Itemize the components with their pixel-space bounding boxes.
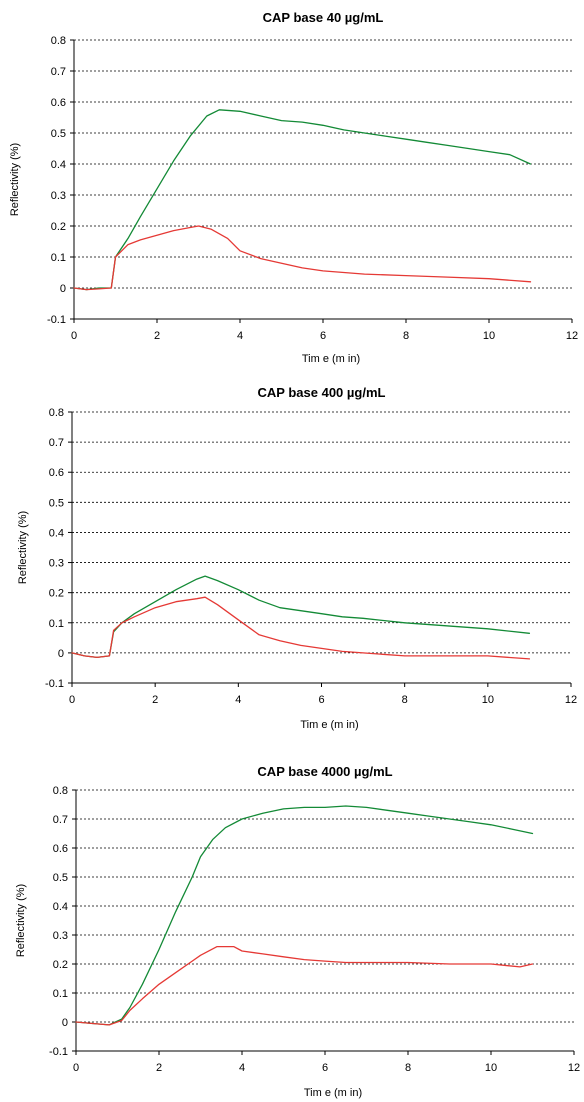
y-tick-label: 0.1: [51, 252, 66, 264]
y-tick-label: 0.7: [51, 66, 66, 78]
chart-panel-1: CAP base 40 µg/mL -0.1 0 0.1 0.2 0.3 0.4 0.5 0.6…: [9, 10, 578, 365]
x-tick-label: 4: [235, 694, 241, 706]
y-axis-label: Reflectivity (%): [15, 884, 27, 957]
y-tick-label: 0.7: [49, 437, 64, 449]
x-tick-label: 10: [482, 694, 494, 706]
series-line-2: [75, 945, 534, 1026]
y-axis-label: Reflectivity (%): [17, 511, 29, 584]
y-tick-label: 0.3: [49, 558, 64, 570]
y-tick-label: 0.4: [53, 901, 68, 913]
y-tick-label: -0.1: [47, 314, 66, 326]
chart-title: CAP base 400 µg/mL: [258, 385, 386, 400]
y-tick-label: 0.1: [53, 988, 68, 1000]
x-tick-label: 2: [156, 1062, 162, 1074]
chart-panel-3: CAP base 4000 µg/mL -0.1 0 0.1 0.2 0.3 0.4 0.5 0…: [15, 764, 580, 1099]
x-tick-label: 12: [568, 1062, 580, 1074]
chart-panel-2: CAP base 400 µg/mL -0.1 0 0.1 0.2 0.3 0.4 0.5 0.…: [17, 385, 577, 731]
x-tick-label: 4: [237, 330, 243, 342]
x-axis-label: Tim e (m in): [300, 719, 358, 731]
y-tick-label: 0.3: [53, 930, 68, 942]
y-tick-label: 0.8: [53, 785, 68, 797]
x-tick-label: 2: [154, 330, 160, 342]
y-tick-label: 0.2: [51, 221, 66, 233]
x-tick-label: 10: [485, 1062, 497, 1074]
x-tick-label: 2: [152, 694, 158, 706]
y-tick-label: 0: [58, 648, 64, 660]
y-tick-label: 0.1: [49, 618, 64, 630]
y-tick-label: 0.6: [53, 843, 68, 855]
x-tick-label: 6: [318, 694, 324, 706]
y-tick-label: 0.4: [49, 527, 64, 539]
y-axis-label: Reflectivity (%): [9, 143, 21, 216]
x-tick-label: 12: [566, 330, 578, 342]
series-line-1: [73, 109, 532, 291]
y-tick-label: 0.3: [51, 190, 66, 202]
x-tick-label: 12: [565, 694, 577, 706]
x-tick-label: 6: [322, 1062, 328, 1074]
y-tick-label: 0.8: [49, 407, 64, 419]
y-tick-label: 0.6: [51, 97, 66, 109]
x-tick-label: 8: [403, 330, 409, 342]
x-tick-label: 10: [483, 330, 495, 342]
y-tick-label: -0.1: [49, 1046, 68, 1058]
x-tick-label: 6: [320, 330, 326, 342]
y-tick-label: 0.4: [51, 159, 66, 171]
x-tick-label: 0: [73, 1062, 79, 1074]
y-tick-label: 0.5: [53, 872, 68, 884]
chart-title: CAP base 40 µg/mL: [263, 10, 384, 25]
series-line-2: [71, 596, 531, 660]
x-tick-label: 0: [71, 330, 77, 342]
x-axis-label: Tim e (m in): [304, 1087, 362, 1099]
y-tick-label: 0.2: [53, 959, 68, 971]
x-tick-label: 8: [405, 1062, 411, 1074]
y-tick-label: 0.7: [53, 814, 68, 826]
chart-title: CAP base 4000 µg/mL: [257, 764, 392, 779]
series-line-1: [75, 805, 534, 1026]
y-tick-label: 0.6: [49, 467, 64, 479]
x-tick-label: 8: [402, 694, 408, 706]
y-tick-label: 0.2: [49, 588, 64, 600]
x-tick-label: 0: [69, 694, 75, 706]
y-tick-label: 0: [62, 1017, 68, 1029]
y-tick-label: 0.5: [51, 128, 66, 140]
y-tick-label: 0.5: [49, 497, 64, 509]
series-line-2: [73, 225, 532, 291]
x-axis-label: Tim e (m in): [302, 353, 360, 365]
y-tick-label: 0.8: [51, 35, 66, 47]
y-tick-label: 0: [60, 283, 66, 295]
x-tick-label: 4: [239, 1062, 245, 1074]
y-tick-label: -0.1: [45, 678, 64, 690]
